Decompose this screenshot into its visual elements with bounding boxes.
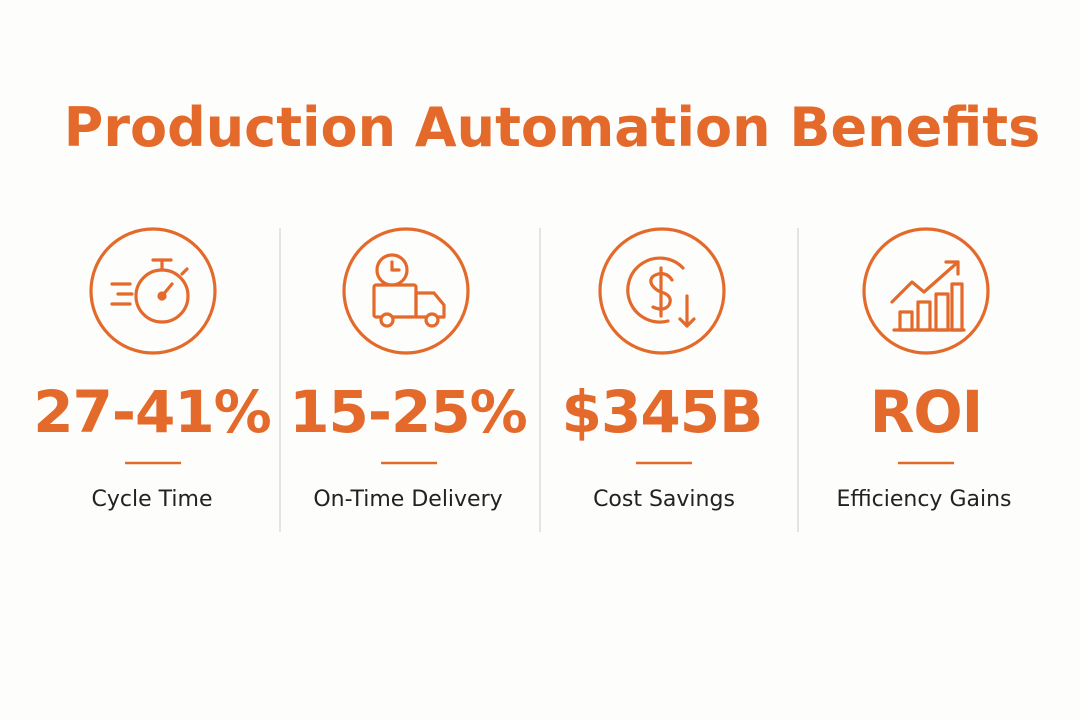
stat-label: Cycle Time: [92, 487, 213, 512]
savings-icon: [598, 227, 726, 355]
stopwatch-icon: [89, 227, 217, 355]
title: Production Automation Benefits: [64, 96, 1040, 159]
growth-icon: [862, 227, 990, 355]
stat-label: Efficiency Gains: [836, 487, 1011, 512]
dividers: [279, 228, 799, 532]
stat-label: Cost Savings: [593, 487, 735, 512]
stat-values: 27-41% 15-25% $345B ROI: [33, 378, 983, 446]
stat-labels: Cycle Time On-Time Delivery Cost Savings…: [92, 487, 1012, 512]
stat-value: $345B: [562, 378, 763, 446]
stat-value: 15-25%: [289, 378, 527, 446]
stat-value: 27-41%: [33, 378, 271, 446]
truck-icon: [342, 227, 470, 355]
stat-label: On-Time Delivery: [313, 487, 502, 512]
stat-value: ROI: [870, 378, 983, 446]
